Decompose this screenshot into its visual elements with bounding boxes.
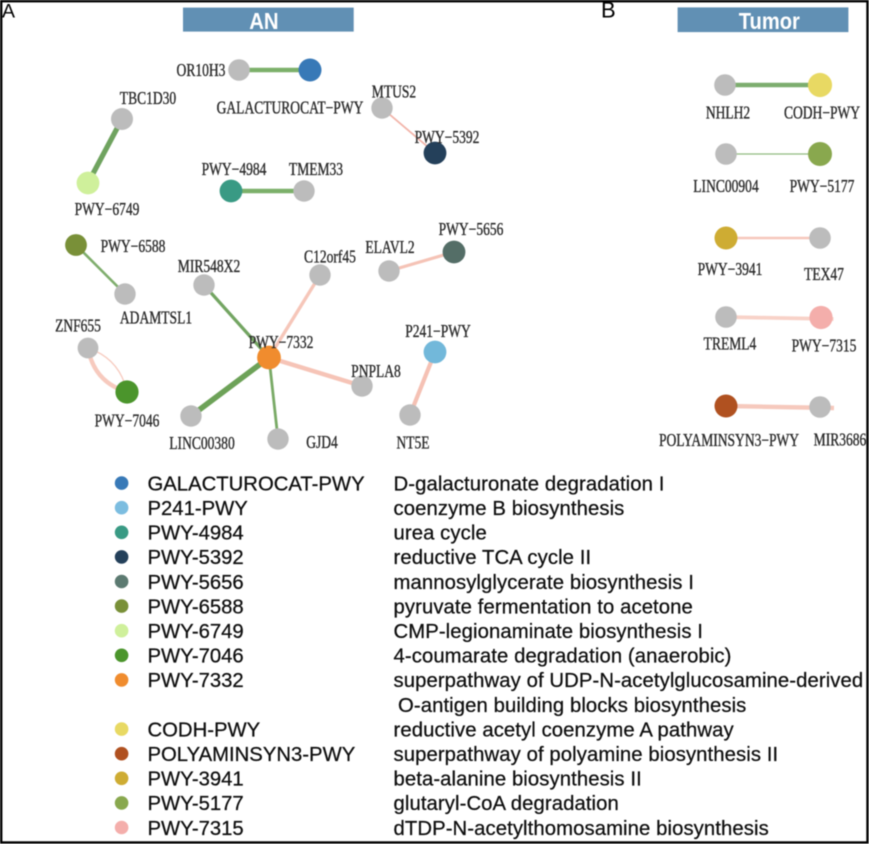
svg-text:pyruvate fermentation to aceto: pyruvate fermentation to acetone [394, 596, 693, 618]
svg-text:PWY−5392: PWY−5392 [415, 128, 480, 147]
svg-text:TMEM33: TMEM33 [289, 161, 343, 180]
svg-text:PWY−7315: PWY−7315 [792, 337, 857, 356]
svg-text:A: A [2, 1, 15, 23]
svg-text:OR10H3: OR10H3 [177, 61, 226, 80]
svg-text:MTUS2: MTUS2 [372, 83, 416, 102]
svg-text:superpathway of UDP-N-acetylgl: superpathway of UDP-N-acetylglucosamine-… [394, 670, 864, 692]
svg-text:PWY-5392: PWY-5392 [148, 547, 244, 569]
svg-text:MIR3686: MIR3686 [814, 431, 867, 450]
svg-text:PWY−5656: PWY−5656 [439, 220, 504, 239]
svg-text:PWY-7315: PWY-7315 [148, 818, 244, 840]
svg-text:ADAMTSL1: ADAMTSL1 [120, 309, 192, 328]
svg-text:TEX47: TEX47 [804, 265, 844, 284]
svg-text:PWY−4984: PWY−4984 [202, 161, 267, 180]
svg-text:PWY-5656: PWY-5656 [148, 572, 244, 594]
svg-text:Tumor: Tumor [739, 8, 801, 35]
svg-text:PWY-4984: PWY-4984 [148, 523, 244, 545]
svg-text:PWY−6749: PWY−6749 [75, 201, 140, 220]
svg-text:TREML4: TREML4 [704, 335, 757, 354]
svg-text:PWY-3941: PWY-3941 [148, 769, 244, 791]
svg-text:PWY−7332: PWY−7332 [249, 333, 314, 352]
svg-text:mannosylglycerate biosynthesis: mannosylglycerate biosynthesis I [394, 572, 694, 594]
svg-text:CMP-legionaminate biosynthesis: CMP-legionaminate biosynthesis I [394, 621, 704, 643]
svg-text:beta-alanine biosynthesis II: beta-alanine biosynthesis II [394, 769, 642, 791]
svg-text:PWY−7046: PWY−7046 [95, 412, 160, 431]
svg-text:POLYAMINSYN3−PWY: POLYAMINSYN3−PWY [659, 432, 799, 451]
svg-text:ELAVL2: ELAVL2 [365, 238, 414, 257]
svg-text:urea cycle: urea cycle [394, 523, 487, 545]
svg-text:GALACTUROCAT−PWY: GALACTUROCAT−PWY [217, 99, 364, 118]
svg-text:POLYAMINSYN3-PWY: POLYAMINSYN3-PWY [148, 744, 356, 766]
svg-text:PWY−6588: PWY−6588 [101, 237, 166, 256]
svg-text:dTDP-N-acetylthomosamine biosy: dTDP-N-acetylthomosamine biosynthesis [394, 818, 769, 840]
svg-text:GJD4: GJD4 [306, 433, 338, 452]
svg-text:reductive acetyl coenzyme A pa: reductive acetyl coenzyme A pathway [394, 719, 735, 741]
svg-text:PWY−5177: PWY−5177 [790, 177, 855, 196]
svg-text:P241-PWY: P241-PWY [148, 498, 249, 520]
svg-text:PNPLA8: PNPLA8 [351, 363, 401, 382]
svg-text:MIR548X2: MIR548X2 [178, 257, 240, 276]
svg-text:GALACTUROCAT-PWY: GALACTUROCAT-PWY [148, 473, 366, 495]
svg-text:glutaryl-CoA degradation: glutaryl-CoA degradation [394, 793, 619, 815]
svg-text:NT5E: NT5E [396, 434, 429, 453]
svg-text:ZNF655: ZNF655 [55, 317, 101, 336]
svg-text:4-coumarate degradation (anaer: 4-coumarate degradation (anaerobic) [394, 646, 732, 668]
svg-text:reductive TCA cycle II: reductive TCA cycle II [394, 547, 592, 569]
svg-text:O-antigen building blocks bios: O-antigen building blocks biosynthesis [398, 695, 746, 717]
svg-text:PWY-5177: PWY-5177 [148, 793, 244, 815]
svg-text:PWY-7332: PWY-7332 [148, 670, 244, 692]
svg-text:P241−PWY: P241−PWY [405, 322, 471, 341]
svg-text:D-galacturonate degradation I: D-galacturonate degradation I [394, 473, 665, 495]
svg-text:AN: AN [249, 8, 278, 34]
svg-text:LINC00380: LINC00380 [169, 435, 235, 454]
svg-text:PWY−3941: PWY−3941 [698, 260, 763, 279]
svg-text:superpathway of polyamine bios: superpathway of polyamine biosynthesis I… [394, 744, 779, 766]
svg-text:CODH-PWY: CODH-PWY [148, 719, 261, 741]
svg-text:C12orf45: C12orf45 [304, 248, 356, 267]
svg-text:CODH−PWY: CODH−PWY [784, 104, 860, 123]
svg-text:TBC1D30: TBC1D30 [120, 89, 177, 108]
svg-text:LINC00904: LINC00904 [693, 177, 759, 196]
svg-text:coenzyme B biosynthesis: coenzyme B biosynthesis [394, 498, 625, 520]
svg-text:PWY-6588: PWY-6588 [148, 596, 244, 618]
svg-text:PWY-6749: PWY-6749 [148, 621, 244, 643]
svg-text:NHLH2: NHLH2 [706, 104, 750, 123]
svg-text:B: B [601, 0, 616, 23]
svg-text:PWY-7046: PWY-7046 [148, 646, 244, 668]
